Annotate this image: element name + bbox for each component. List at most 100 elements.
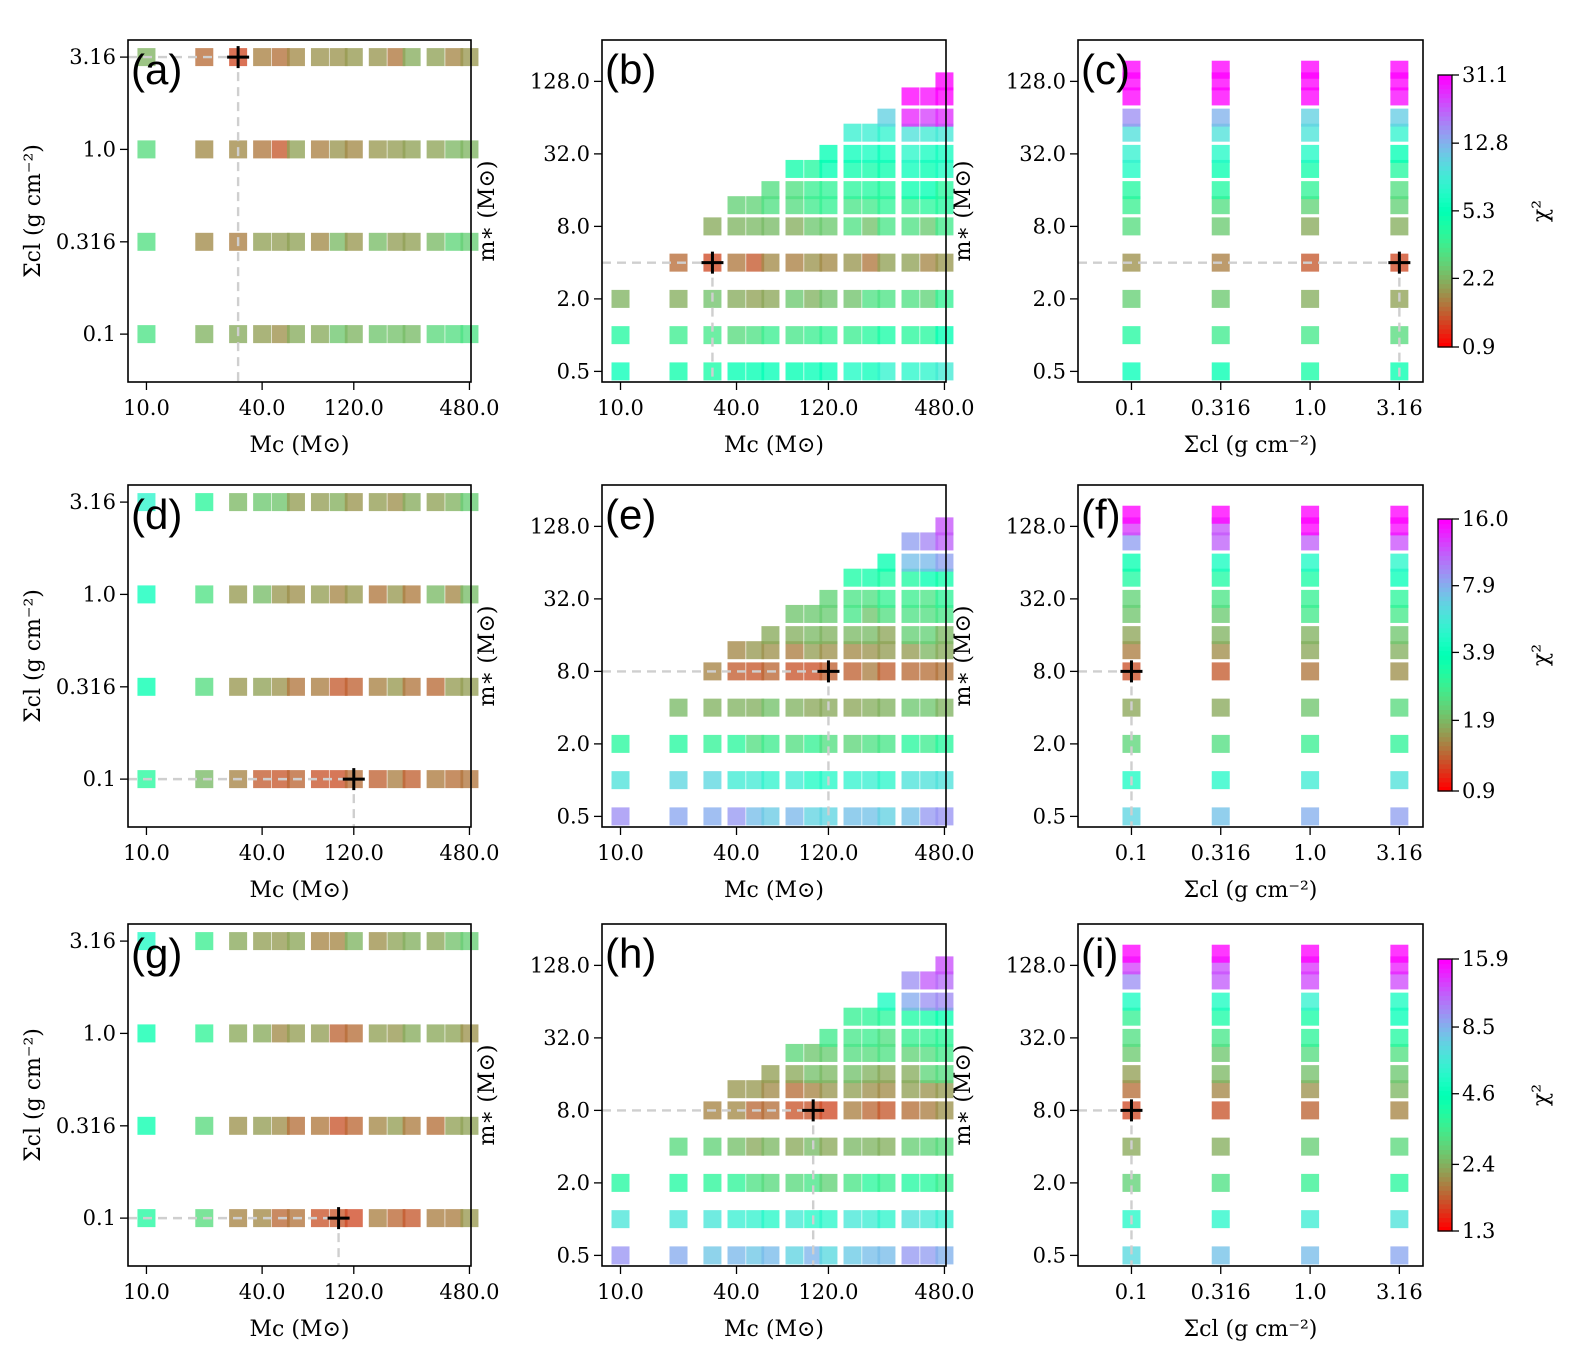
cell-Mc240-S1	[402, 140, 421, 159]
x-axis-label: Mc (M⊙)	[724, 878, 824, 903]
cell-Mc80-S3.16	[310, 932, 329, 951]
cell-Mc50-S0.1	[271, 325, 290, 344]
cell-Mc20-m0.5	[669, 362, 688, 381]
cell-S1-m24	[1301, 1043, 1320, 1062]
cell-Mc20-S0.316	[195, 232, 214, 251]
y-tick-label: 8.0	[1033, 214, 1066, 238]
cell-Mc20-m2	[669, 1173, 688, 1192]
cell-Mc480-m4	[935, 253, 954, 272]
cell-Mc480-S0.1	[460, 1209, 479, 1228]
colorbar-segment	[1438, 1095, 1452, 1101]
x-axis-label: Mc (M⊙)	[250, 433, 350, 458]
cell-Mc480-m8	[935, 1101, 954, 1120]
cell-Mc80-S1	[310, 140, 329, 159]
y-tick-label: 8.0	[557, 659, 590, 683]
cell-Mc100-m16	[804, 1065, 823, 1084]
colorbar-segment	[1438, 1022, 1452, 1028]
cell-Mc480-m4	[935, 1137, 954, 1156]
colorbar-label: χ²	[1529, 200, 1554, 222]
cell-S1-m160	[1301, 505, 1320, 524]
y-tick-label: 2.0	[557, 287, 590, 311]
cell-S0.316-m0.5	[1211, 1246, 1230, 1265]
colorbar-tick-label: 1.3	[1462, 1219, 1495, 1243]
cell-S1-m12	[1301, 641, 1320, 660]
cell-S3.16-m160	[1390, 60, 1409, 79]
colorbar-tick-label: 0.9	[1462, 779, 1495, 803]
cell-Mc80-m24	[785, 1043, 804, 1062]
panel-e: 10.0 40.0 120.0 480.0 0.5 2.0 8.0 32.0 128.0 Mc (…	[475, 484, 975, 903]
y-axis-label: Σcl (g cm⁻²)	[21, 589, 46, 723]
panel-h: 10.0 40.0 120.0 480.0 0.5 2.0 8.0 32.0 128.0 Mc (…	[475, 923, 975, 1342]
cell-Mc320-m0.5	[901, 362, 920, 381]
colorbar-segment	[1438, 102, 1452, 108]
cell-S1-m12	[1301, 196, 1320, 215]
cell-S3.16-m8	[1390, 217, 1409, 236]
cell-Mc40-S3.16	[253, 48, 272, 67]
cell-Mc50-S3.16	[271, 48, 290, 67]
colorbar-segment	[1438, 786, 1452, 792]
cell-Mc200-S1	[387, 140, 406, 159]
cell-Mc120-S1	[344, 585, 363, 604]
cell-Mc120-m12	[819, 1080, 838, 1099]
cell-Mc10-S1	[137, 140, 156, 159]
colorbar-segment	[1438, 1199, 1452, 1205]
cell-Mc120-m32	[819, 589, 838, 608]
cell-S0.1-m24	[1122, 159, 1141, 178]
cell-S3.16-m16	[1390, 1065, 1409, 1084]
x-tick-label: 3.16	[1376, 1280, 1423, 1304]
cell-Mc480-m1	[935, 771, 954, 790]
cell-Mc160-m4	[843, 1137, 862, 1156]
cell-Mc160-m12	[843, 641, 862, 660]
colorbar-segment	[1438, 528, 1452, 534]
colorbar-segment	[1438, 1158, 1452, 1164]
cell-S3.16-m4	[1390, 1137, 1409, 1156]
colorbar-row-1: 0.9 2.2 5.3 12.8 31.1 χ²	[1437, 63, 1554, 359]
cell-Mc20-S1	[195, 140, 214, 159]
colorbar-segment	[1438, 1004, 1452, 1010]
cell-Mc320-S0.1	[426, 770, 445, 789]
cell-Mc100-m12	[804, 1080, 823, 1099]
cell-Mc80-S3.16	[310, 493, 329, 512]
cell-Mc160-S0.316	[368, 677, 387, 696]
cell-Mc200-m16	[862, 181, 881, 200]
colorbar-segment	[1438, 1149, 1452, 1155]
colorbar-segment	[1438, 1040, 1452, 1046]
panel-d: 10.0 40.0 120.0 480.0 0.1 0.316 1.0 3.16 Mc (M⊙)…	[21, 484, 500, 903]
cell-Mc10-S0.316	[137, 1116, 156, 1135]
cell-Mc240-S1	[402, 585, 421, 604]
cell-Mc160-m0.5	[843, 1246, 862, 1265]
cell-S0.1-m160	[1122, 944, 1141, 963]
cell-Mc60-S1	[286, 585, 305, 604]
cell-S3.16-m48	[1390, 568, 1409, 587]
cell-Mc400-m2	[920, 1173, 939, 1192]
cell-Mc100-S3.16	[329, 493, 348, 512]
y-tick-label: 0.5	[1033, 1243, 1066, 1267]
cell-S0.316-m160	[1211, 944, 1230, 963]
colorbar-frame	[1437, 958, 1453, 1232]
cell-Mc160-m8	[843, 1101, 862, 1120]
cell-Mc480-S1	[460, 140, 479, 159]
cell-Mc40-m8	[727, 662, 746, 681]
cell-Mc50-m4	[746, 253, 765, 272]
x-tick-label: 0.316	[1191, 396, 1251, 420]
cell-S0.316-m1	[1211, 326, 1230, 345]
cell-Mc60-S1	[286, 1024, 305, 1043]
cell-Mc480-m12	[935, 1080, 954, 1099]
cell-S3.16-m0.5	[1390, 1246, 1409, 1265]
colorbar-label: χ²	[1529, 644, 1554, 666]
cell-Mc80-m1	[785, 1210, 804, 1229]
x-tick-label: 120.0	[324, 841, 384, 865]
cell-Mc50-S1	[271, 140, 290, 159]
colorbar-segment	[1438, 111, 1452, 117]
cell-S0.1-m16	[1122, 626, 1141, 645]
cell-Mc400-m24	[920, 159, 939, 178]
x-tick-label: 10.0	[123, 841, 170, 865]
cell-Mc120-m0.5	[819, 807, 838, 826]
cell-Mc480-m64	[935, 553, 954, 572]
cell-S3.16-m12	[1390, 196, 1409, 215]
cell-Mc200-m4	[862, 1137, 881, 1156]
cell-Mc320-m48	[901, 1007, 920, 1026]
x-tick-label: 0.1	[1115, 396, 1148, 420]
cell-Mc240-m64	[877, 553, 896, 572]
y-axis-label: m∗ (M⊙)	[475, 606, 500, 707]
